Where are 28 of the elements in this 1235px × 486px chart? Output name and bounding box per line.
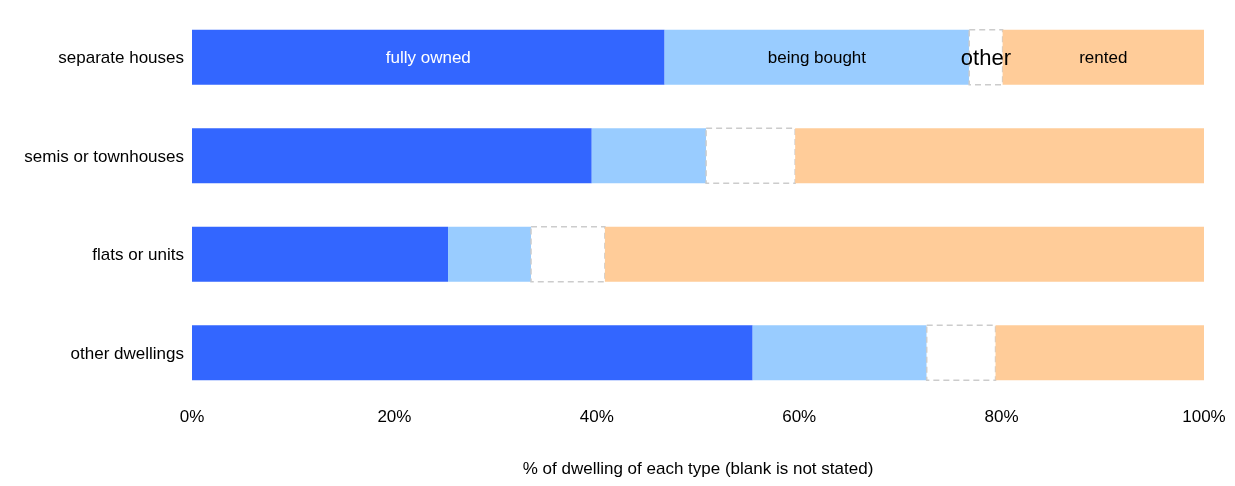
y-tick-label: separate houses (58, 48, 184, 68)
y-tick-label: semis or townhouses (24, 146, 184, 166)
bar (530, 225, 606, 283)
bar (604, 226, 1204, 282)
series-label: other (960, 44, 1011, 70)
x-tick-label: 60% (782, 407, 817, 427)
bar (925, 324, 997, 381)
x-tick-label: 80% (984, 407, 1019, 427)
bar (192, 29, 665, 85)
series-label: rented (1079, 47, 1128, 67)
bar (705, 127, 796, 184)
x-axis-title: % of dwelling of each type (blank is not stated) (522, 459, 874, 478)
x-tick-label: 40% (579, 407, 614, 427)
bar (192, 128, 592, 184)
series-label: fully owned (385, 47, 471, 67)
x-tick-label: 100% (1182, 407, 1226, 427)
series-label: being bought (767, 47, 867, 67)
y-tick-label: other dwellings (70, 343, 184, 363)
bar (192, 226, 449, 282)
bar (448, 226, 532, 282)
bar (591, 128, 707, 184)
x-tick-label: 0% (179, 407, 205, 427)
bar (752, 325, 927, 381)
bar (995, 325, 1204, 381)
y-tick-label: flats or units (92, 245, 184, 265)
x-tick-label: 20% (377, 407, 412, 427)
bar (795, 128, 1204, 184)
bar (192, 325, 753, 381)
